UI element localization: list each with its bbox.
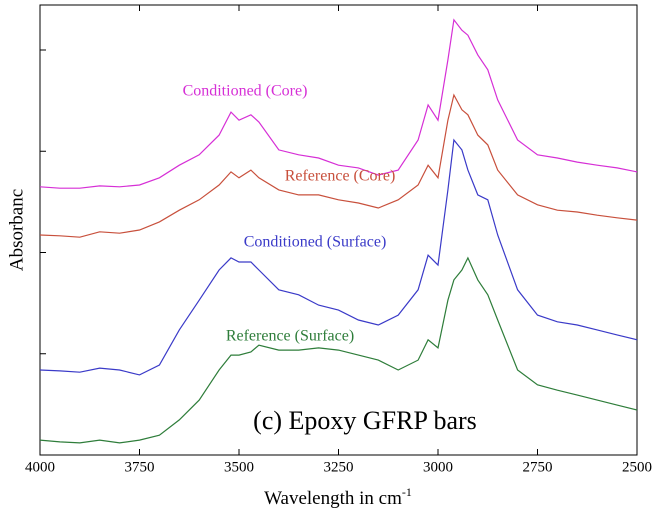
y-axis-label: Absorbanc [6,189,27,271]
spectrum-line [39,93,638,238]
spectrum-line [39,18,638,189]
series-label: Reference (Core) [285,168,396,185]
spectrum-line [39,138,638,376]
x-tick-label: 3250 [324,459,354,475]
x-tick-label: 3500 [224,459,254,475]
x-tick-label: 2750 [523,459,553,475]
x-axis-label-text: Wavelength in cm [264,488,402,509]
x-axis-label: Wavelength in cm-1 [264,485,412,510]
x-tick-label: 4000 [25,459,55,475]
series-label: Conditioned (Core) [183,83,308,100]
x-tick-label: 2500 [622,459,652,475]
x-tick-label: 3000 [423,459,453,475]
annotation: (c) Epoxy GFRP bars [253,406,477,435]
spectrum-line [39,256,638,444]
x-axis-label-superscript: -1 [402,485,412,499]
series-label: Reference (Surface) [226,328,354,345]
x-tick-label: 3750 [125,459,155,475]
series-label: Conditioned (Surface) [244,234,387,251]
